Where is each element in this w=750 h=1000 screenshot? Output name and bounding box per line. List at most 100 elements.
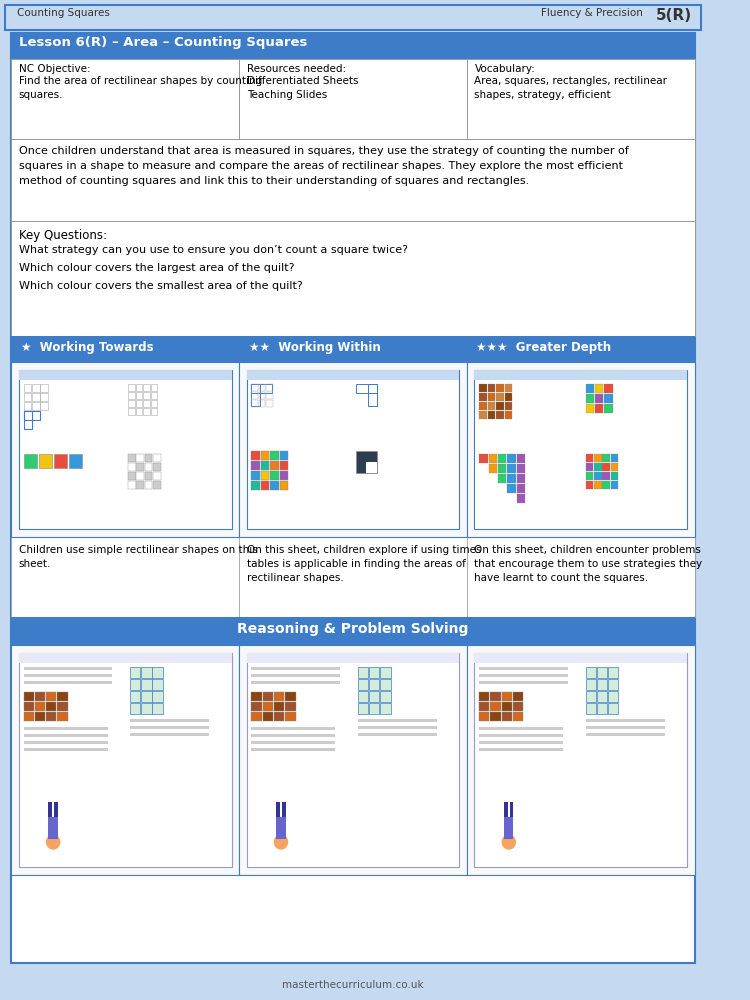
Bar bbox=[130, 667, 140, 678]
Bar bbox=[510, 802, 514, 817]
Bar bbox=[586, 463, 593, 471]
Bar bbox=[34, 702, 45, 711]
Bar bbox=[488, 393, 495, 401]
Text: Reasoning & Problem Solving: Reasoning & Problem Solving bbox=[237, 622, 469, 636]
Bar bbox=[23, 384, 31, 392]
Bar bbox=[259, 400, 266, 407]
Bar bbox=[508, 454, 516, 463]
Bar bbox=[136, 454, 144, 462]
Bar bbox=[128, 392, 134, 399]
Bar bbox=[475, 370, 687, 380]
Bar bbox=[143, 400, 150, 407]
Bar bbox=[19, 653, 232, 663]
Bar bbox=[467, 645, 694, 875]
Bar bbox=[479, 712, 490, 721]
Bar bbox=[490, 692, 501, 701]
Bar bbox=[11, 362, 239, 537]
Bar bbox=[608, 667, 619, 678]
Bar bbox=[274, 702, 284, 711]
Bar bbox=[488, 384, 495, 392]
Bar bbox=[597, 679, 608, 690]
Bar bbox=[490, 702, 501, 711]
Bar bbox=[143, 408, 150, 415]
Bar bbox=[23, 674, 112, 677]
Bar bbox=[270, 471, 279, 480]
Bar bbox=[369, 691, 380, 702]
Text: Children use simple rectilinear shapes on this
sheet.: Children use simple rectilinear shapes o… bbox=[19, 545, 257, 569]
Bar bbox=[266, 400, 273, 407]
Text: ★★★  Greater Depth: ★★★ Greater Depth bbox=[476, 341, 611, 354]
Text: ★★  Working Within: ★★ Working Within bbox=[248, 341, 380, 354]
Bar bbox=[23, 734, 107, 737]
Bar bbox=[586, 719, 664, 722]
Bar bbox=[594, 463, 602, 471]
Bar bbox=[479, 402, 487, 410]
Bar bbox=[152, 703, 163, 714]
Bar bbox=[513, 692, 523, 701]
Bar bbox=[276, 817, 286, 839]
Bar bbox=[602, 472, 610, 480]
Bar bbox=[23, 712, 34, 721]
Bar bbox=[136, 400, 142, 407]
Bar bbox=[479, 748, 563, 751]
Bar bbox=[496, 411, 503, 419]
Bar bbox=[498, 464, 506, 473]
Bar bbox=[276, 802, 280, 817]
Bar bbox=[130, 703, 140, 714]
Bar bbox=[32, 402, 40, 410]
Bar bbox=[136, 463, 144, 471]
Bar bbox=[594, 454, 602, 462]
Bar bbox=[479, 674, 568, 677]
Bar bbox=[251, 481, 260, 490]
Bar bbox=[130, 679, 140, 690]
Bar bbox=[23, 748, 107, 751]
Bar bbox=[611, 463, 619, 471]
Bar bbox=[46, 692, 56, 701]
Bar bbox=[608, 679, 619, 690]
Bar bbox=[251, 392, 258, 399]
Bar bbox=[251, 712, 262, 721]
Bar bbox=[266, 392, 273, 399]
Bar bbox=[136, 392, 142, 399]
Bar bbox=[285, 712, 296, 721]
Bar bbox=[152, 691, 163, 702]
Bar bbox=[143, 384, 150, 391]
Bar bbox=[586, 667, 596, 678]
Bar bbox=[239, 336, 467, 362]
Bar bbox=[251, 384, 272, 393]
Bar bbox=[46, 702, 56, 711]
Bar bbox=[586, 703, 596, 714]
Bar bbox=[4, 5, 701, 30]
Bar bbox=[49, 802, 52, 817]
Bar bbox=[130, 733, 209, 736]
Bar bbox=[498, 454, 506, 463]
Text: Lesson 6(R) – Area – Counting Squares: Lesson 6(R) – Area – Counting Squares bbox=[19, 36, 307, 49]
Bar bbox=[46, 712, 56, 721]
Bar bbox=[366, 462, 376, 473]
Bar bbox=[128, 472, 136, 480]
Bar bbox=[479, 384, 487, 392]
Bar bbox=[358, 667, 368, 678]
Bar bbox=[517, 474, 525, 483]
Bar bbox=[608, 703, 619, 714]
Bar bbox=[479, 727, 563, 730]
Bar bbox=[145, 454, 152, 462]
Text: ★  Working Towards: ★ Working Towards bbox=[21, 341, 153, 354]
Bar bbox=[611, 454, 619, 462]
Text: Which colour covers the largest area of the quilt?: Which colour covers the largest area of … bbox=[19, 263, 294, 273]
Bar bbox=[141, 679, 152, 690]
Bar bbox=[251, 384, 258, 391]
Bar bbox=[143, 392, 150, 399]
Text: On this sheet, children encounter problems
that encourage them to use strategies: On this sheet, children encounter proble… bbox=[475, 545, 703, 583]
Bar bbox=[251, 461, 260, 470]
Bar bbox=[380, 691, 391, 702]
Bar bbox=[285, 692, 296, 701]
Bar bbox=[152, 667, 163, 678]
Bar bbox=[604, 384, 613, 393]
Bar bbox=[604, 404, 613, 413]
Bar bbox=[595, 404, 604, 413]
Bar bbox=[58, 712, 68, 721]
Bar bbox=[270, 461, 279, 470]
Bar bbox=[11, 33, 694, 59]
Bar bbox=[270, 451, 279, 460]
